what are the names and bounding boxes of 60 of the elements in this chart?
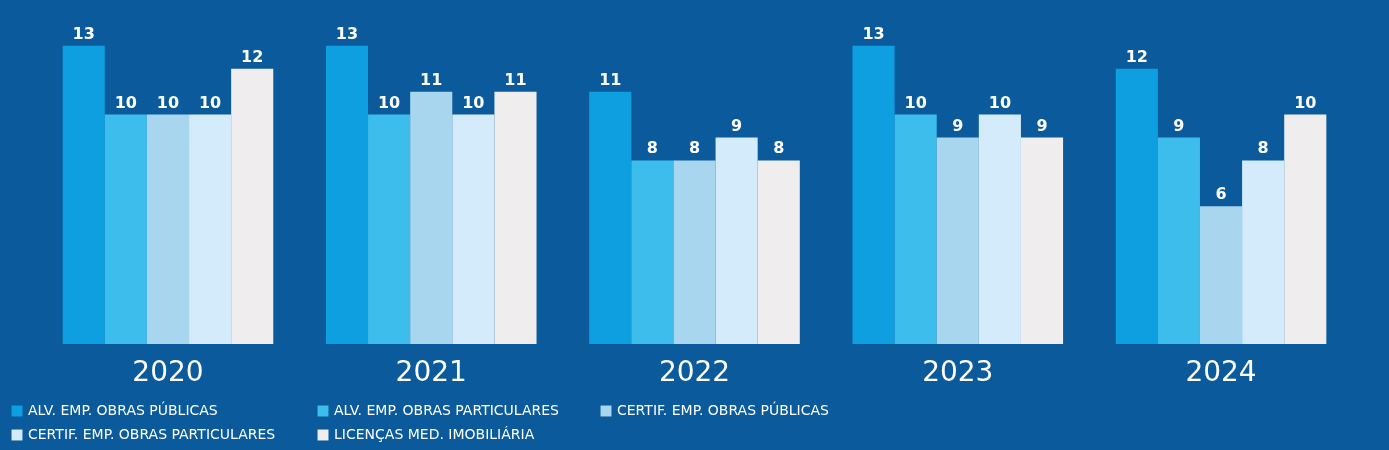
bar xyxy=(368,114,411,344)
bar xyxy=(631,160,674,344)
bar xyxy=(231,68,274,344)
bar xyxy=(1199,206,1243,344)
data-label: 13 xyxy=(72,23,95,43)
bar xyxy=(715,137,758,344)
bar xyxy=(1284,114,1327,344)
legend-label: LICENÇAS MED. IMOBILIÁRIA xyxy=(334,426,535,442)
x-tick-label: 2021 xyxy=(395,354,467,388)
data-label: 8 xyxy=(773,138,785,158)
x-tick-label: 2023 xyxy=(922,354,994,388)
data-label: 11 xyxy=(599,69,622,89)
data-label: 9 xyxy=(1173,115,1185,135)
data-label: 11 xyxy=(504,69,527,89)
bar xyxy=(1242,160,1285,344)
x-tick-label: 2020 xyxy=(132,354,204,388)
bar xyxy=(1020,137,1064,344)
legend-label: ALV. EMP. OBRAS PARTICULARES xyxy=(334,402,560,418)
bar xyxy=(62,45,105,344)
data-label: 8 xyxy=(688,138,701,158)
data-label: 10 xyxy=(198,92,222,112)
data-label: 10 xyxy=(988,92,1012,112)
bar xyxy=(852,45,895,344)
data-label: 10 xyxy=(114,92,137,112)
legend-label: CERTIF. EMP. OBRAS PARTICULARES xyxy=(28,426,276,442)
data-label: 9 xyxy=(731,115,743,135)
legend-label: ALV. EMP. OBRAS PÚBLICAS xyxy=(28,401,218,418)
bar xyxy=(104,114,147,344)
data-label: 9 xyxy=(1036,115,1048,135)
data-label: 9 xyxy=(952,115,964,135)
data-label: 8 xyxy=(1257,138,1269,158)
data-label: 12 xyxy=(1125,46,1148,66)
bar xyxy=(757,160,800,344)
legend-label: CERTIF. EMP. OBRAS PÚBLICAS xyxy=(617,401,830,418)
bar xyxy=(1157,137,1200,344)
bar xyxy=(589,91,632,344)
data-label: 8 xyxy=(646,138,658,158)
bar xyxy=(1115,68,1158,344)
bar xyxy=(146,114,190,344)
bar xyxy=(410,91,453,344)
data-label: 6 xyxy=(1215,184,1227,204)
bar xyxy=(494,91,537,344)
data-label: 13 xyxy=(335,23,359,43)
data-label: 10 xyxy=(156,92,180,112)
data-label: 13 xyxy=(862,23,885,43)
bar xyxy=(452,114,495,344)
x-tick-label: 2022 xyxy=(658,354,731,388)
bar xyxy=(673,160,716,344)
data-label: 10 xyxy=(462,92,485,112)
data-label: 12 xyxy=(241,46,264,66)
data-label: 10 xyxy=(377,92,401,112)
data-label: 10 xyxy=(1294,92,1317,112)
bar xyxy=(894,114,937,344)
bar xyxy=(325,45,369,344)
data-label: 11 xyxy=(420,69,443,89)
data-label: 10 xyxy=(904,92,927,112)
x-tick-label: 2024 xyxy=(1185,354,1257,388)
bar xyxy=(936,137,979,344)
bar xyxy=(189,114,232,344)
bar xyxy=(978,114,1021,344)
